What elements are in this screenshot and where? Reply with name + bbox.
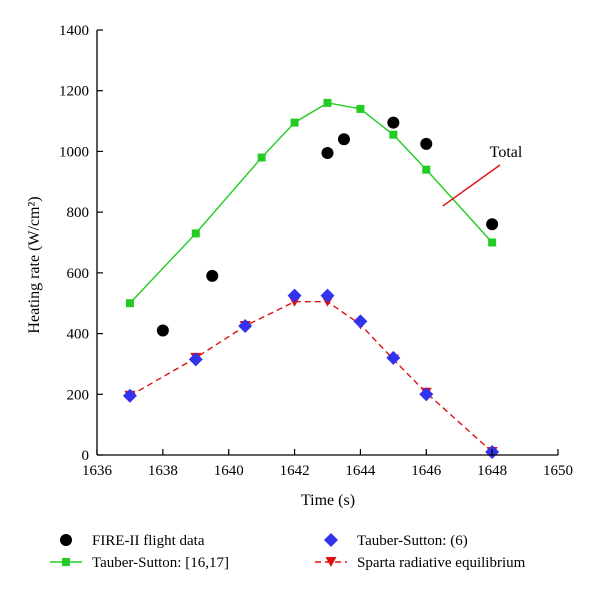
y-tick-label: 1400 <box>59 23 89 39</box>
x-tick-label: 1648 <box>477 463 507 479</box>
y-tick-label: 400 <box>67 327 90 343</box>
data-point-circle <box>486 218 499 231</box>
y-tick-label: 800 <box>67 205 90 221</box>
data-point-diamond <box>320 288 335 303</box>
total-annotation-pointer <box>442 164 501 207</box>
data-point-square <box>422 165 431 174</box>
legend-label: FIRE-II flight data <box>92 533 205 549</box>
plot-area <box>122 98 500 459</box>
x-tick-label: 1642 <box>280 463 310 479</box>
series-line <box>129 102 493 304</box>
x-tick-label: 1636 <box>82 463 113 479</box>
legend: FIRE-II flight data Tauber-Sutton: (6) Tau… <box>50 533 526 571</box>
data-point-square <box>323 98 332 107</box>
x-axis-title: Time (s) <box>301 492 355 509</box>
y-tick-label: 0 <box>82 448 90 464</box>
data-point-square <box>290 118 299 127</box>
legend-marker-diamond <box>324 533 338 547</box>
legend-item: Sparta radiative equilibrium <box>315 555 526 571</box>
data-point-diamond <box>419 387 434 402</box>
data-point-square <box>191 229 200 238</box>
legend-marker-square <box>62 558 70 566</box>
data-point-circle <box>206 269 219 282</box>
data-point-diamond <box>353 314 368 329</box>
y-axis-title: Heating rate (W/cm²) <box>26 196 43 333</box>
data-point-diamond <box>287 288 302 303</box>
x-tick-label: 1644 <box>345 463 376 479</box>
data-point-square <box>389 130 398 139</box>
y-tick-label: 1200 <box>59 84 89 100</box>
data-point-circle <box>321 146 334 159</box>
legend-label: Sparta radiative equilibrium <box>357 555 526 571</box>
y-tick-label: 600 <box>67 266 90 282</box>
data-point-diamond <box>188 352 203 367</box>
series-line <box>129 300 493 453</box>
legend-marker-circle <box>60 534 72 546</box>
legend-marker-triangle-down <box>325 557 337 567</box>
data-point-circle <box>420 137 433 150</box>
data-point-square <box>356 104 365 113</box>
series-triangle-down <box>124 296 498 457</box>
legend-item: Tauber-Sutton: [16,17] <box>50 555 229 571</box>
y-tick-label: 1000 <box>59 144 89 160</box>
x-tick-label: 1650 <box>543 463 573 479</box>
data-point-circle <box>387 116 400 129</box>
axes: 1636 1638 1640 1642 1644 1646 1648 1650 0 200 400 6… <box>59 23 573 479</box>
series-square <box>125 98 497 308</box>
data-point-diamond <box>122 388 137 403</box>
x-tick-label: 1646 <box>411 463 442 479</box>
data-point-square <box>257 153 266 162</box>
series-circle <box>156 116 499 337</box>
data-point-diamond <box>238 318 253 333</box>
legend-label: Tauber-Sutton: [16,17] <box>92 555 229 571</box>
x-tick-label: 1640 <box>214 463 244 479</box>
data-point-diamond <box>386 350 401 365</box>
x-tick-label: 1638 <box>148 463 178 479</box>
legend-label: Tauber-Sutton: (6) <box>357 533 468 549</box>
y-tick-label: 200 <box>67 387 90 403</box>
legend-item: FIRE-II flight data <box>60 533 205 549</box>
total-annotation: Total <box>490 144 523 161</box>
data-point-square <box>125 299 134 308</box>
legend-item: Tauber-Sutton: (6) <box>324 533 468 549</box>
data-point-circle <box>156 324 169 337</box>
series-diamond <box>122 288 500 459</box>
data-point-circle <box>337 133 350 146</box>
data-point-square <box>488 238 497 247</box>
